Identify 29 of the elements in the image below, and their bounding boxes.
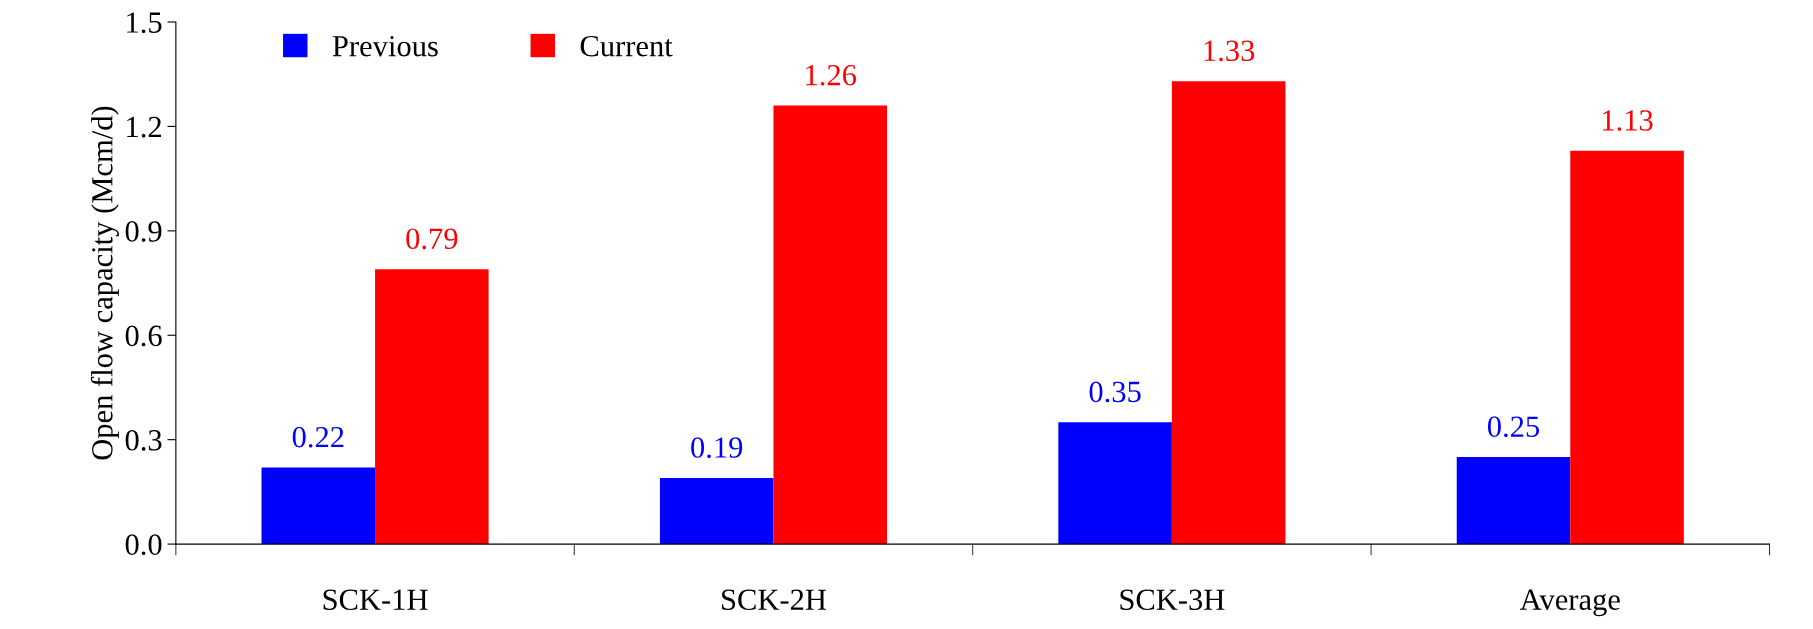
data-label: 1.13 — [1603, 110, 1653, 131]
bar — [1058, 422, 1172, 545]
y-tick-label: 0.9 — [125, 221, 162, 242]
y-tick-label: 0.6 — [125, 325, 162, 347]
x-tick-label: Average — [1519, 589, 1620, 617]
data-label: 0.79 — [406, 228, 458, 250]
bar — [1570, 150, 1684, 545]
bar — [773, 105, 888, 545]
data-label: 0.19 — [691, 437, 743, 458]
y-tick-label: 1.5 — [127, 12, 162, 34]
bar — [659, 477, 774, 545]
y-tick-label: 1.2 — [127, 116, 161, 138]
data-label: 0.22 — [292, 426, 344, 448]
y-tick-label: 0.0 — [125, 534, 162, 556]
bar — [261, 467, 376, 545]
data-label: 1.33 — [1204, 40, 1255, 62]
y-axis-title: Open flow capacity (Mcm/d) — [90, 106, 119, 460]
bar — [1456, 457, 1571, 545]
x-tick-label: SCK-1H — [323, 589, 428, 611]
legend-label: Current — [580, 35, 673, 57]
legend-label: Previous — [332, 35, 438, 57]
data-label: 1.26 — [806, 64, 857, 86]
data-label: 0.25 — [1487, 416, 1540, 438]
bar — [375, 269, 489, 545]
data-label: 0.35 — [1089, 381, 1141, 403]
y-tick-label: 0.3 — [125, 429, 162, 451]
x-tick-label: SCK-3H — [1120, 589, 1225, 611]
bar — [1171, 81, 1286, 545]
x-tick-label: SCK-2H — [722, 589, 827, 611]
